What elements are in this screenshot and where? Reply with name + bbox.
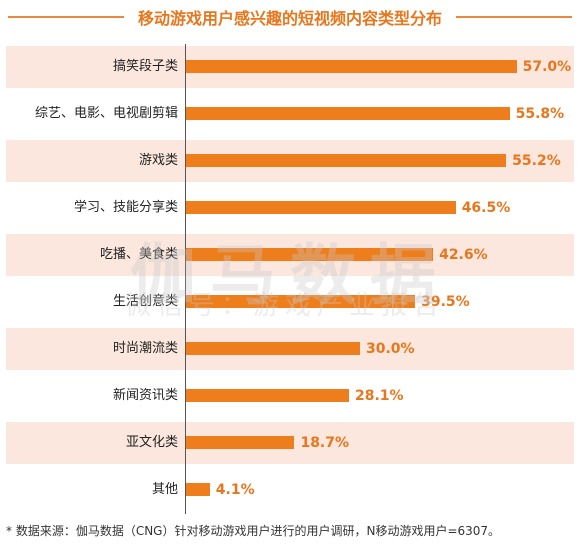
category-label: 搞笑段子类 (112, 59, 178, 74)
bar (186, 389, 349, 402)
data-source-footnote: * 数据来源：伽马数据（CNG）针对移动游戏用户进行的用户调研，N移动游戏用户=… (6, 524, 501, 538)
category-label: 生活创意类 (112, 294, 178, 309)
value-label: 57.0% (522, 59, 572, 75)
bar (186, 295, 416, 308)
bar (186, 248, 434, 261)
value-label: 42.6% (439, 247, 488, 263)
category-label: 时尚潮流类 (112, 341, 178, 356)
bar (186, 201, 456, 214)
chart-title: 移动游戏用户感兴趣的短视频内容类型分布 (138, 9, 443, 28)
value-label: 4.1% (215, 482, 255, 498)
bar (186, 436, 295, 449)
value-label: 55.8% (515, 106, 565, 122)
bar (186, 342, 360, 355)
category-axis-line (185, 44, 186, 514)
category-label: 其他 (151, 482, 178, 497)
value-label: 18.7% (300, 435, 350, 451)
category-label: 吃播、美食类 (99, 247, 178, 262)
category-label: 综艺、电影、电视剧剪辑 (34, 106, 178, 121)
bar (186, 154, 507, 167)
chart-title-bar: 移动游戏用户感兴趣的短视频内容类型分布 (0, 0, 580, 34)
title-divider-right (456, 16, 573, 18)
bar (186, 60, 517, 73)
bar (186, 483, 210, 496)
value-label: 28.1% (354, 388, 404, 404)
category-label: 游戏类 (138, 153, 178, 168)
bar (186, 107, 510, 120)
value-label: 55.2% (512, 153, 561, 169)
value-label: 46.5% (461, 200, 511, 216)
category-label: 亚文化类 (125, 435, 178, 450)
title-divider-left (8, 16, 124, 18)
value-label: 30.0% (366, 341, 415, 357)
bar-chart: 搞笑段子类 57.0% 综艺、电影、电视剧剪辑 55.8% 游戏类 55.2% 学习、技能分… (0, 44, 580, 514)
value-label: 39.5% (421, 294, 470, 310)
category-label: 新闻资讯类 (112, 388, 178, 403)
category-label: 学习、技能分享类 (73, 200, 178, 215)
